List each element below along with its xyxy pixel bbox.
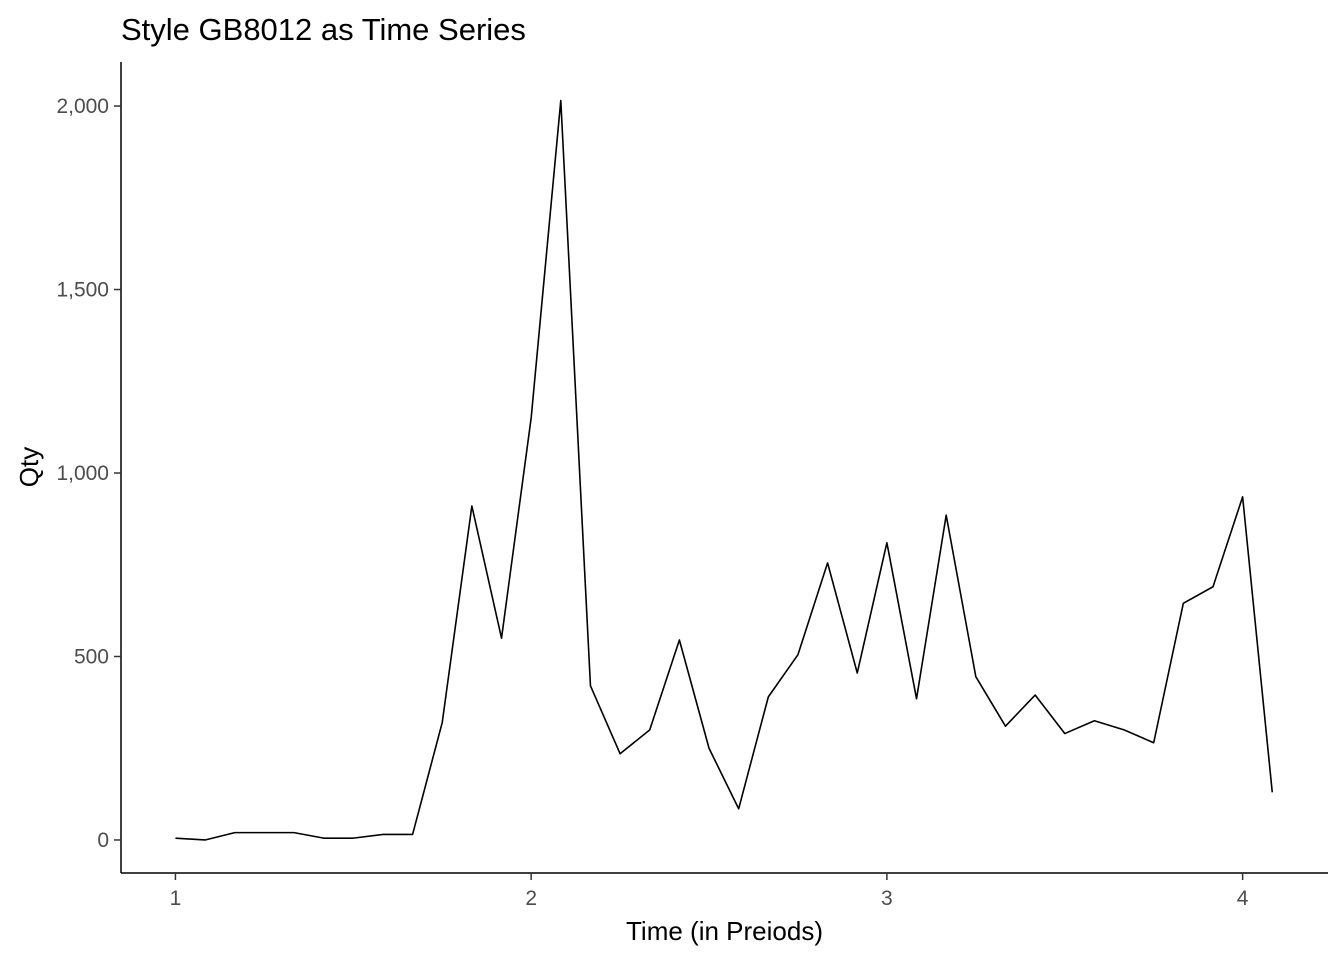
x-tick-label: 4: [1237, 887, 1249, 910]
y-tick-label: 0: [97, 829, 109, 852]
y-tick-label: 1,000: [56, 462, 109, 485]
y-tick-label: 2,000: [56, 95, 109, 118]
x-tick-label: 1: [170, 887, 182, 910]
series-line: [175, 99, 1274, 841]
x-axis-title: Time (in Preiods): [626, 916, 823, 946]
x-tick-label: 3: [881, 887, 893, 910]
x-tick-label: 2: [525, 887, 537, 910]
series-group: [175, 99, 1274, 841]
chart-title: Style GB8012 as Time Series: [121, 12, 526, 47]
y-ticks: 0 500 1,000 1,500 2,000: [56, 95, 121, 852]
x-ticks: 1 2 3 4: [170, 873, 1249, 910]
y-axis-title: Qty: [14, 447, 44, 487]
y-tick-label: 1,500: [56, 279, 109, 302]
y-tick-label: 500: [74, 645, 109, 668]
